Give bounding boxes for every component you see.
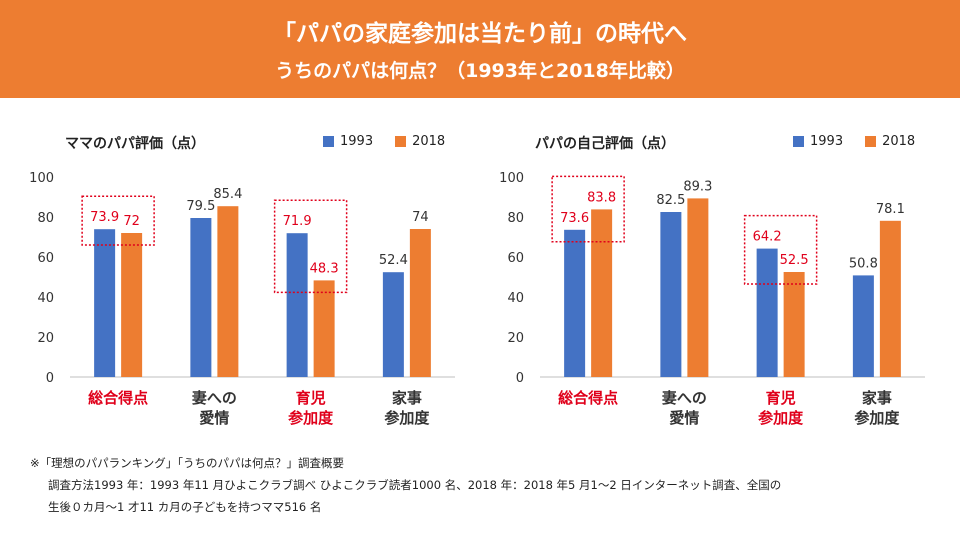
- y-tick-label: 20: [507, 331, 524, 346]
- chart-legend: 1993 2018: [323, 134, 445, 149]
- legend-label-1993: 1993: [810, 134, 844, 149]
- category-label: 参加度: [854, 409, 900, 427]
- data-label-1993: 79.5: [186, 199, 215, 214]
- y-tick-label: 60: [507, 251, 524, 266]
- data-label-2018: 83.8: [587, 190, 616, 205]
- page-subtitle: うちのパパは何点？（1993年と2018年比較）: [275, 60, 685, 82]
- bar-2018: [783, 272, 805, 377]
- data-label-1993: 50.8: [849, 256, 878, 271]
- highlight-box: [551, 175, 625, 243]
- data-label-2018: 52.5: [780, 253, 809, 268]
- bar-2018: [313, 280, 335, 377]
- category-label: 愛情: [199, 409, 229, 427]
- highlight-box: [743, 214, 818, 285]
- category-label: 妻への: [192, 389, 237, 407]
- chart-title: ママのパパ評価（点）: [65, 136, 205, 152]
- legend-label-2018: 2018: [412, 134, 446, 149]
- data-label-2018: 74: [412, 210, 429, 225]
- category-label: 家事: [862, 389, 892, 407]
- category-label: 参加度: [758, 409, 804, 427]
- bar-2018: [121, 233, 143, 377]
- legend-swatch-2018: [395, 136, 407, 147]
- footnote-method: 調査方法1993 年：1993 年11 月ひよこクラブ調べ ひよこクラブ読者10…: [48, 478, 782, 492]
- y-tick-label: 100: [29, 171, 54, 186]
- category-label: 家事: [392, 389, 422, 407]
- bar-1993: [852, 275, 874, 377]
- category-label: 妻への: [662, 389, 707, 407]
- category-label: 参加度: [384, 409, 430, 427]
- legend-swatch-2018: [865, 136, 877, 147]
- category-label: 総合得点: [558, 389, 618, 407]
- legend-label-2018: 2018: [882, 134, 916, 149]
- chart-legend: 1993 2018: [793, 134, 915, 149]
- category-label: 育児: [296, 389, 326, 407]
- bar-2018: [217, 206, 239, 377]
- data-label-2018: 89.3: [683, 179, 712, 194]
- y-tick-label: 100: [499, 171, 524, 186]
- bar-1993: [756, 248, 778, 377]
- data-label-2018: 78.1: [876, 202, 905, 217]
- legend-label-1993: 1993: [340, 134, 374, 149]
- bar-1993: [190, 218, 212, 377]
- data-label-1993: 64.2: [753, 230, 782, 245]
- bar-1993: [94, 229, 116, 377]
- footnote-sample: 生後０カ月〜1 才11 カ月の子どもを持つママ516 名: [48, 500, 322, 514]
- bar-2018: [879, 220, 901, 377]
- highlight-box: [273, 199, 348, 294]
- footnote-heading: ※「理想のパパランキング」「うちのパパは何点？」調査概要: [30, 456, 345, 470]
- y-tick-label: 40: [507, 291, 524, 306]
- category-label: 育児: [766, 389, 796, 407]
- legend-swatch-1993: [323, 136, 334, 147]
- bar-2018: [409, 229, 431, 377]
- bar-1993: [286, 233, 308, 377]
- y-tick-label: 20: [37, 331, 54, 346]
- page-title: 「パパの家庭参加は当たり前」の時代へ: [273, 21, 687, 47]
- legend-swatch-1993: [793, 136, 804, 147]
- y-tick-label: 0: [46, 371, 54, 386]
- data-label-2018: 48.3: [310, 261, 339, 276]
- data-label-2018: 72: [123, 214, 140, 229]
- y-tick-label: 40: [37, 291, 54, 306]
- data-label-1993: 82.5: [656, 193, 685, 208]
- category-label: 愛情: [669, 409, 699, 427]
- data-label-2018: 85.4: [213, 187, 242, 202]
- chart-papa-self-evaluation: パパの自己評価（点） 1993 2018 0 20 40 60 80 100 73.6 83.…: [499, 120, 940, 430]
- y-tick-label: 80: [37, 211, 54, 226]
- category-label: 総合得点: [88, 389, 148, 407]
- data-label-1993: 52.4: [379, 253, 408, 268]
- bar-2018: [591, 209, 613, 377]
- y-tick-label: 0: [516, 371, 524, 386]
- bar-2018: [687, 198, 709, 377]
- footnote: ※「理想のパパランキング」「うちのパパは何点？」調査概要 調査方法1993 年：…: [30, 452, 781, 518]
- chart-mama-evaluation: ママのパパ評価（点） 1993 2018 0 20 40 60 80 100 73.9 72 総…: [29, 120, 470, 430]
- bar-1993: [382, 272, 404, 377]
- chart-title: パパの自己評価（点）: [535, 136, 675, 152]
- header-banner: 「パパの家庭参加は当たり前」の時代へ うちのパパは何点？（1993年と2018年…: [0, 0, 960, 98]
- y-tick-label: 60: [37, 251, 54, 266]
- data-label-1993: 73.6: [560, 211, 589, 226]
- y-tick-label: 80: [507, 211, 524, 226]
- data-label-1993: 73.9: [90, 210, 119, 225]
- category-label: 参加度: [288, 409, 334, 427]
- data-label-1993: 71.9: [283, 214, 312, 229]
- highlight-box: [81, 195, 155, 246]
- bar-1993: [660, 212, 682, 377]
- bar-1993: [564, 229, 586, 377]
